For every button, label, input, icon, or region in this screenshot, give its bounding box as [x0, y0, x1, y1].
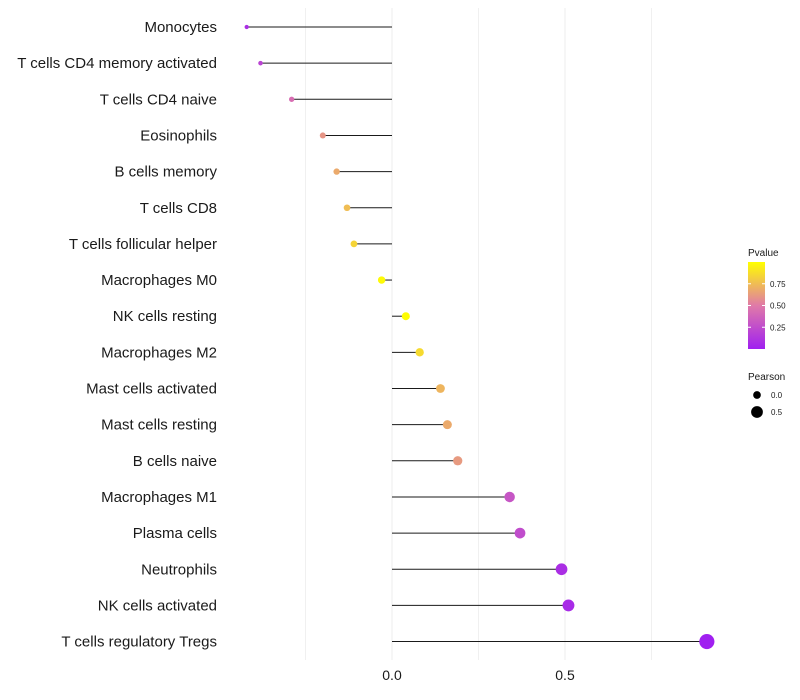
- points: [244, 24, 715, 650]
- category-label: T cells regulatory Tregs: [61, 634, 217, 651]
- category-label: T cells CD8: [140, 200, 217, 217]
- data-point: [699, 633, 715, 650]
- category-label: NK cells activated: [98, 597, 217, 614]
- data-point: [343, 204, 351, 212]
- grid: [305, 8, 652, 660]
- category-label: Plasma cells: [133, 525, 217, 542]
- category-label: Mast cells resting: [101, 417, 217, 434]
- data-point: [319, 132, 326, 139]
- category-label: B cells naive: [133, 453, 217, 470]
- data-point: [555, 563, 568, 576]
- category-label: Monocytes: [144, 19, 217, 36]
- legend-title-pvalue: Pvalue: [748, 248, 779, 259]
- x-tick-label: 0.5: [555, 667, 575, 683]
- data-point: [562, 599, 575, 612]
- colorbar-tick-label: 0.25: [770, 323, 786, 332]
- category-label: NK cells resting: [113, 308, 217, 325]
- category-label: T cells follicular helper: [69, 236, 217, 253]
- legend: Pvalue 0.25 0.50 0.75 Pearson 0.0 0.5: [748, 248, 786, 418]
- data-point: [244, 24, 249, 30]
- category-label: Mast cells activated: [86, 381, 217, 398]
- category-label: T cells CD4 memory activated: [17, 55, 217, 72]
- category-label: Macrophages M1: [101, 489, 217, 506]
- x-axis-ticks: 0.0 0.5: [382, 667, 575, 683]
- category-label: Neutrophils: [141, 561, 217, 578]
- category-labels: Monocytes T cells CD4 memory activated T c…: [17, 19, 217, 651]
- data-point: [401, 312, 410, 321]
- data-point: [514, 527, 526, 539]
- data-point: [350, 240, 358, 248]
- size-legend-label: 0.5: [771, 408, 783, 417]
- category-label: B cells memory: [114, 164, 217, 181]
- colorbar-tick-label: 0.75: [770, 280, 786, 289]
- size-legend-dot: [753, 391, 761, 399]
- category-label: Macrophages M2: [101, 344, 217, 361]
- legend-title-pearson: Pearson: [748, 372, 785, 383]
- data-point: [436, 384, 445, 393]
- pvalue-colorbar: [748, 262, 765, 349]
- category-label: T cells CD4 naive: [100, 91, 217, 108]
- data-point: [377, 276, 386, 284]
- category-label: Macrophages M0: [101, 272, 217, 289]
- data-point: [442, 420, 452, 430]
- data-point: [258, 60, 263, 66]
- colorbar-tick-label: 0.50: [770, 302, 786, 311]
- size-legend-dot: [751, 406, 763, 418]
- data-point: [453, 456, 463, 466]
- data-point: [333, 168, 340, 175]
- stems: [246, 26, 707, 643]
- category-label: Eosinophils: [140, 127, 217, 144]
- data-point: [289, 96, 295, 102]
- size-legend-label: 0.0: [771, 391, 783, 400]
- data-point: [415, 348, 424, 357]
- data-point: [504, 491, 515, 503]
- x-tick-label: 0.0: [382, 667, 402, 683]
